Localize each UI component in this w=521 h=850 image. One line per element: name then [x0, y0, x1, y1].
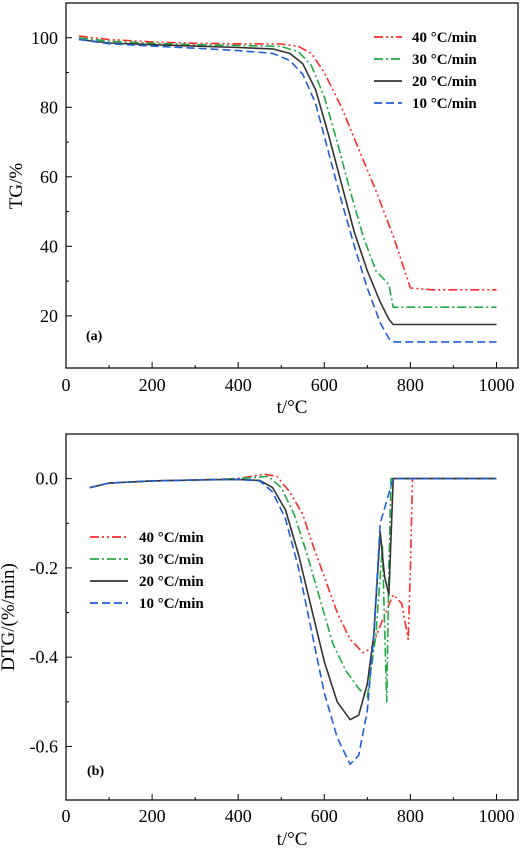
x-tick-label: 800 [397, 375, 424, 395]
y-tick-label: 100 [31, 28, 58, 48]
x-tick-label: 400 [225, 806, 252, 826]
y-axis-title: DTG/(%/min) [0, 563, 19, 671]
x-tick-label: 800 [397, 806, 424, 826]
x-tick-label: 1000 [478, 806, 514, 826]
plot-frame [65, 2, 519, 369]
legend-label: 10 °C/min [139, 596, 204, 612]
legend-label: 30 °C/min [139, 552, 204, 568]
legend-label: 40 °C/min [412, 30, 477, 46]
y-tick-label: 60 [40, 167, 58, 187]
panel-label: (a) [86, 329, 103, 344]
y-tick-label: -0.2 [30, 558, 59, 578]
legend-label: 20 °C/min [139, 574, 204, 590]
legend-label: 10 °C/min [412, 96, 477, 112]
x-tick-label: 200 [139, 806, 166, 826]
series-line [78, 35, 497, 291]
legend-label: 30 °C/min [412, 52, 477, 68]
plot-frame [65, 433, 519, 801]
chart-panel-b: 0 200 400 600 800 1000 0.0 -0.2 -0.4 -0.6 t/°C DTG/… [0, 433, 519, 850]
legend: 40 °C/min 30 °C/min 20 °C/min 10 °C/min [374, 30, 477, 112]
series-line [89, 473, 497, 654]
x-tick-label: 0 [62, 375, 71, 395]
y-tick-label: 40 [40, 236, 58, 256]
x-axis-title: t/°C [277, 829, 308, 850]
x-tick-label: 600 [311, 806, 338, 826]
x-tick-label: 1000 [478, 375, 514, 395]
x-axis-title: t/°C [277, 397, 308, 418]
x-tick-label: 200 [139, 375, 166, 395]
panel-label: (b) [87, 764, 104, 779]
series-line [89, 477, 497, 766]
legend-label: 20 °C/min [412, 74, 477, 90]
y-tick-label: 0.0 [36, 469, 59, 489]
y-tick-label: -0.4 [30, 647, 59, 667]
legend-label: 40 °C/min [139, 530, 204, 546]
series-line [78, 38, 497, 326]
y-tick-label: 80 [40, 97, 58, 117]
chart-panel-a: 0 200 400 600 800 1000 20 40 60 80 100 t/°C TG/% 40 °… [6, 2, 519, 418]
x-tick-label: 400 [225, 375, 252, 395]
series-line [78, 37, 497, 309]
x-tick-label: 600 [311, 375, 338, 395]
legend: 40 °C/min 30 °C/min 20 °C/min 10 °C/min [90, 530, 204, 612]
y-tick-label: 20 [40, 306, 58, 326]
series-line [78, 38, 497, 343]
y-axis-title: TG/% [6, 163, 27, 210]
x-tick-label: 0 [62, 806, 71, 826]
y-tick-label: -0.6 [30, 736, 59, 756]
